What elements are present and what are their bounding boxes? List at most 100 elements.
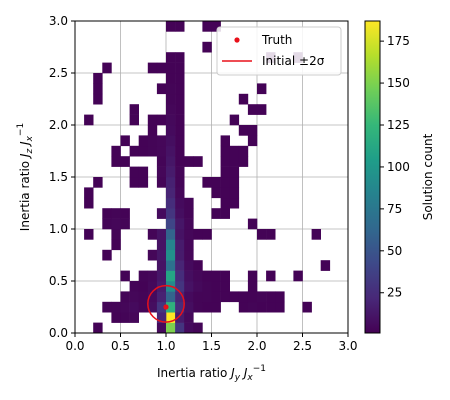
heatmap-bin bbox=[184, 260, 194, 271]
heatmap-bin bbox=[102, 301, 112, 313]
colorbar-tick-label: 125 bbox=[387, 118, 410, 132]
heatmap-bin bbox=[166, 301, 176, 313]
heatmap-bin bbox=[129, 301, 139, 313]
legend-box bbox=[216, 26, 342, 76]
heatmap-bin bbox=[184, 301, 194, 313]
heatmap-bin bbox=[138, 135, 149, 147]
heatmap-bin bbox=[138, 177, 149, 188]
heatmap-bin bbox=[166, 239, 176, 251]
heatmap-bin bbox=[175, 322, 185, 333]
heatmap-bin bbox=[220, 270, 230, 282]
x-tick-label: 1.5 bbox=[202, 339, 221, 353]
x-tick-label: 0.5 bbox=[111, 339, 130, 353]
heatmap-bin bbox=[138, 281, 149, 292]
y-tick-label: 2.5 bbox=[49, 66, 68, 80]
heatmap-bin bbox=[156, 83, 167, 95]
heatmap-bin bbox=[175, 21, 185, 32]
heatmap-bin bbox=[193, 301, 203, 313]
heatmap-bin bbox=[84, 229, 94, 240]
heatmap-bin bbox=[129, 281, 139, 292]
y-tick-label: 0.0 bbox=[49, 326, 68, 340]
colorbar-tick-label: 50 bbox=[387, 244, 402, 258]
colorbar-label: Solution count bbox=[421, 133, 435, 220]
colorbar-frame bbox=[364, 20, 381, 334]
heatmap-bin bbox=[147, 114, 158, 126]
heatmap-bin bbox=[184, 281, 194, 292]
heatmap-bin bbox=[220, 208, 230, 219]
y-axis-ticks: 0.0 0.5 1.0 1.5 2.0 2.5 3.0 bbox=[49, 14, 75, 340]
heatmap-bin bbox=[211, 187, 221, 199]
heatmap-bin bbox=[238, 301, 249, 313]
heatmap-bin bbox=[229, 145, 240, 157]
heatmap-bin bbox=[202, 301, 212, 313]
colorbar-tick-label: 25 bbox=[387, 286, 402, 300]
heatmap-bin bbox=[220, 187, 230, 199]
heatmap-bin bbox=[156, 312, 167, 323]
heatmap-bin bbox=[175, 104, 185, 115]
heatmap-bin bbox=[120, 270, 130, 282]
heatmap-bin bbox=[238, 93, 249, 105]
heatmap-bin bbox=[166, 187, 176, 199]
heatmap-bin bbox=[175, 52, 185, 63]
heatmap-bin bbox=[175, 197, 185, 209]
heatmap-bin bbox=[93, 73, 103, 84]
heatmap-bin bbox=[220, 281, 230, 292]
heatmap-bin bbox=[229, 114, 240, 126]
heatmap-bin bbox=[175, 187, 185, 199]
heatmap-bin bbox=[184, 218, 194, 230]
heatmap-bin bbox=[220, 197, 230, 209]
heatmap-bin bbox=[175, 114, 185, 126]
heatmap-bin bbox=[175, 93, 185, 105]
heatmap-bin bbox=[184, 312, 194, 323]
heatmap-bin bbox=[238, 145, 249, 157]
heatmap-bin bbox=[220, 291, 230, 303]
heatmap-bin bbox=[193, 322, 203, 333]
heatmap-bin bbox=[202, 281, 212, 292]
heatmap-bin bbox=[166, 62, 176, 74]
heatmap-bin bbox=[156, 177, 167, 188]
colorbar-tick-label: 75 bbox=[387, 202, 402, 216]
heatmap-bin bbox=[266, 270, 276, 282]
x-axis-ticks: 0.0 0.5 1.0 1.5 2.0 2.5 3.0 bbox=[65, 333, 358, 353]
heatmap-bin bbox=[111, 208, 121, 219]
heatmap-bin bbox=[211, 281, 221, 292]
heatmap-bin bbox=[211, 301, 221, 313]
heatmap-bin bbox=[166, 260, 176, 271]
heatmap-bin bbox=[275, 301, 285, 313]
heatmap-bin bbox=[120, 208, 130, 219]
heatmap-bin bbox=[156, 114, 167, 126]
heatmap-bin bbox=[156, 239, 167, 251]
y-tick-label: 2.0 bbox=[49, 118, 68, 132]
heatmap-bin bbox=[193, 260, 203, 271]
heatmap-bin bbox=[257, 104, 267, 115]
heatmap-bin bbox=[129, 145, 139, 157]
heatmap-bin bbox=[111, 145, 121, 157]
heatmap-bin bbox=[175, 301, 185, 313]
heatmap-bin bbox=[166, 125, 176, 136]
heatmap-bin bbox=[247, 281, 258, 292]
heatmap-bin bbox=[111, 239, 121, 251]
heatmap-bin bbox=[93, 322, 103, 333]
heatmap-bin bbox=[102, 218, 112, 230]
heatmap-bin bbox=[247, 135, 258, 147]
heatmap-bin bbox=[166, 83, 176, 95]
truth-point bbox=[163, 304, 169, 310]
legend-truth-marker bbox=[234, 37, 240, 43]
heatmap-bin bbox=[311, 229, 321, 240]
heatmap-bin bbox=[156, 229, 167, 240]
heatmap-bin bbox=[211, 208, 221, 219]
heatmap-bin bbox=[175, 177, 185, 188]
heatmap-bin bbox=[102, 249, 112, 261]
heatmap-bin bbox=[156, 249, 167, 261]
heatmap-bin bbox=[93, 93, 103, 105]
heatmap-bin bbox=[229, 197, 240, 209]
legend-truth-label: Truth bbox=[261, 33, 292, 47]
heatmap-bin bbox=[175, 281, 185, 292]
heatmap-bin bbox=[166, 135, 176, 147]
heatmap-bin bbox=[175, 249, 185, 261]
heatmap-bin bbox=[111, 218, 121, 230]
heatmap-bin bbox=[166, 156, 176, 167]
heatmap-bin bbox=[156, 322, 167, 333]
heatmap-bin bbox=[166, 229, 176, 240]
heatmap-bin bbox=[166, 52, 176, 63]
